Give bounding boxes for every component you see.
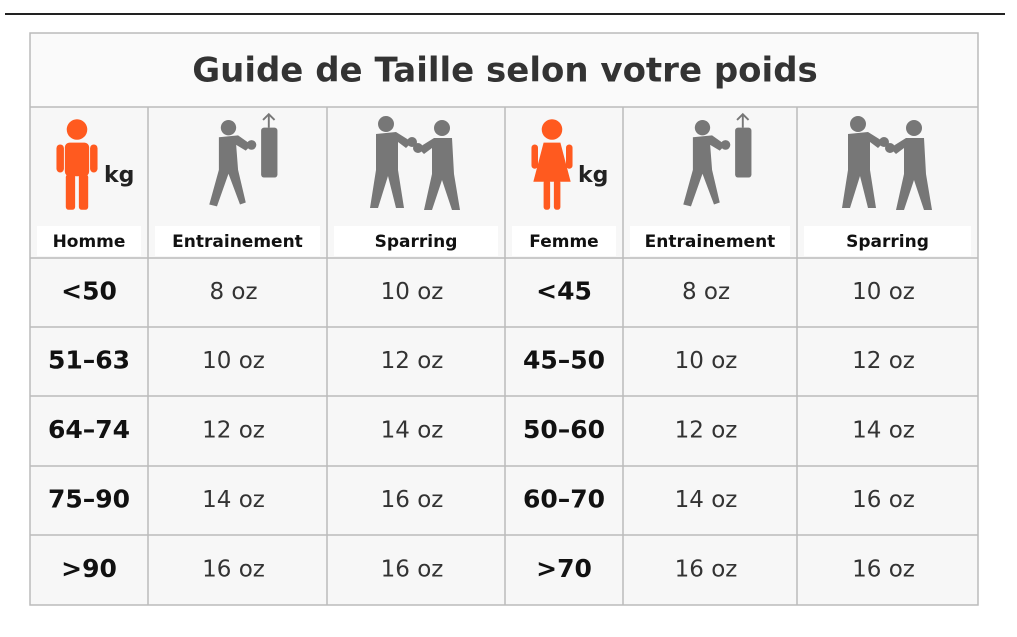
header-label-bg (155, 226, 320, 256)
header-label: Entrainement (645, 232, 776, 252)
glove-size: 14 oz (202, 487, 265, 513)
glove-size: 12 oz (381, 348, 444, 374)
table-frame (29, 32, 979, 606)
glove-size: 14 oz (852, 418, 915, 444)
weight-range: 51–63 (48, 346, 130, 375)
glove-size: 16 oz (381, 557, 444, 583)
glove-size: 16 oz (675, 557, 738, 583)
weight-range: 50–60 (523, 415, 605, 444)
header-label-bg (334, 226, 498, 256)
header-label: Femme (529, 232, 598, 252)
weight-range: >70 (536, 554, 592, 583)
header-label-bg (630, 226, 790, 256)
header-label: Sparring (846, 232, 929, 252)
weight-range: <50 (61, 277, 117, 306)
glove-size: 14 oz (675, 487, 738, 513)
header-label: Sparring (375, 232, 458, 252)
glove-size: 12 oz (852, 348, 915, 374)
title-cell (31, 34, 977, 107)
glove-size: 16 oz (381, 487, 444, 513)
unit-label: kg (104, 163, 134, 188)
weight-range: 45–50 (523, 346, 605, 375)
glove-size: 14 oz (381, 418, 444, 444)
header-label: Homme (53, 232, 126, 252)
unit-label: kg (578, 163, 608, 188)
glove-size: 16 oz (852, 487, 915, 513)
header-label: Entrainement (172, 232, 303, 252)
table-grid (30, 106, 978, 605)
glove-size: 8 oz (209, 279, 257, 305)
title: Guide de Taille selon votre poids (192, 51, 818, 91)
glove-size: 16 oz (852, 557, 915, 583)
glove-size: 12 oz (675, 418, 738, 444)
weight-range: 60–70 (523, 485, 605, 514)
header-label-bg (804, 226, 971, 256)
header-label-bg (37, 226, 141, 256)
glove-size: 10 oz (852, 279, 915, 305)
weight-range: <45 (536, 277, 592, 306)
glove-size: 12 oz (202, 418, 265, 444)
glove-size: 10 oz (675, 348, 738, 374)
weight-range: >90 (61, 554, 117, 583)
glove-size: 8 oz (682, 279, 730, 305)
header-label-bg (512, 226, 616, 256)
weight-range: 75–90 (48, 485, 130, 514)
glove-size: 16 oz (202, 557, 265, 583)
weight-range: 64–74 (48, 415, 130, 444)
glove-size: 10 oz (381, 279, 444, 305)
glove-size: 10 oz (202, 348, 265, 374)
